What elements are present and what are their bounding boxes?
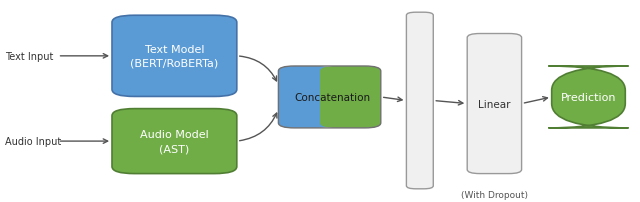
- FancyBboxPatch shape: [278, 67, 333, 128]
- Text: Text Input: Text Input: [5, 52, 54, 62]
- FancyBboxPatch shape: [406, 13, 433, 189]
- FancyBboxPatch shape: [320, 67, 381, 128]
- FancyBboxPatch shape: [467, 34, 522, 174]
- Text: (With Dropout): (With Dropout): [461, 190, 528, 199]
- Text: Concatenation: Concatenation: [295, 92, 371, 102]
- Text: Audio Input: Audio Input: [5, 136, 61, 146]
- FancyBboxPatch shape: [548, 67, 628, 128]
- FancyBboxPatch shape: [112, 16, 237, 97]
- Text: Flattening: Flattening: [395, 201, 445, 202]
- Text: Prediction: Prediction: [561, 93, 616, 102]
- FancyBboxPatch shape: [112, 109, 237, 174]
- Text: Text Model
(BERT/RoBERTa): Text Model (BERT/RoBERTa): [131, 45, 218, 68]
- Text: Linear: Linear: [478, 99, 511, 109]
- Text: Audio Model
(AST): Audio Model (AST): [140, 129, 209, 153]
